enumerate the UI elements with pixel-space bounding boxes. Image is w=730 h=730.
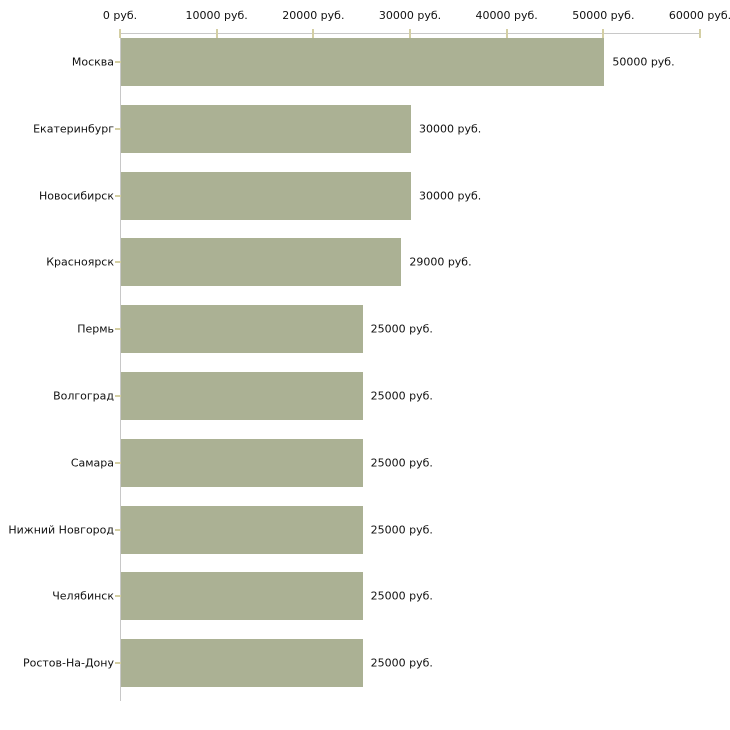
x-axis-tick-mark [409,29,411,38]
city-label: Самара [70,456,114,470]
y-axis-tick-mark [115,61,121,63]
y-axis-tick-mark [115,328,121,331]
bar-Ростов-На-Дону[interactable] [121,639,363,688]
x-axis-tick-mark [215,29,218,38]
city-label: Красноярск [46,255,114,269]
value-label: 29000 руб. [409,255,472,269]
y-axis-tick-mark [115,595,121,598]
bar-Красноярск[interactable] [121,238,402,287]
city-label: Челябинск [52,589,114,603]
value-label: 30000 руб. [419,122,482,136]
x-axis-tick-mark [602,29,605,38]
bar-Пермь[interactable] [121,305,363,354]
value-label: 25000 руб. [370,523,433,537]
city-label: Москва [71,55,114,69]
x-axis-tick-label: 10000 руб. [185,9,248,22]
value-label: 50000 руб. [612,55,675,69]
y-axis-line [120,33,121,701]
bar-Екатеринбург[interactable] [121,104,411,153]
bar-Самара[interactable] [121,438,363,487]
bar-Волгоград[interactable] [121,372,363,420]
city-label: Ростов-На-Дону [22,656,114,670]
y-axis-tick-mark [115,395,121,397]
y-axis-tick-mark [115,194,121,197]
y-axis-tick-mark [115,461,121,464]
city-label: Пермь [77,322,114,336]
x-axis-tick-label: 30000 руб. [378,9,442,22]
city-label: Екатеринбург [33,122,114,136]
y-axis-tick-mark [115,127,121,130]
bar-Нижний Новгород[interactable] [121,505,363,554]
value-label: 25000 руб. [370,589,433,603]
value-label: 25000 руб. [370,389,433,403]
y-axis-tick-mark [115,662,121,665]
x-axis-tick-label: 50000 руб. [572,9,635,22]
city-label: Волгоград [53,389,114,403]
x-axis-tick-label: 40000 руб. [475,9,538,22]
bar-Москва[interactable] [121,38,605,86]
y-axis-tick-mark [115,261,121,264]
bar-Новосибирск[interactable] [121,171,411,220]
city-label: Нижний Новгород [8,523,114,537]
x-axis-tick-mark [312,29,315,38]
value-label: 30000 руб. [419,189,482,203]
x-axis-tick-mark [699,29,701,38]
value-label: 25000 руб. [370,656,433,670]
y-axis-tick-mark [115,528,121,531]
x-axis-tick-mark [119,29,121,38]
x-axis-tick-mark [505,29,508,38]
x-axis-tick-label: 0 руб. [102,9,138,22]
value-label: 25000 руб. [370,456,433,470]
bar-Челябинск[interactable] [121,572,363,621]
city-label: Новосибирск [38,189,114,203]
x-axis-tick-label: 60000 руб. [668,9,730,22]
x-axis-tick-label: 20000 руб. [282,9,345,22]
value-label: 25000 руб. [370,322,433,336]
